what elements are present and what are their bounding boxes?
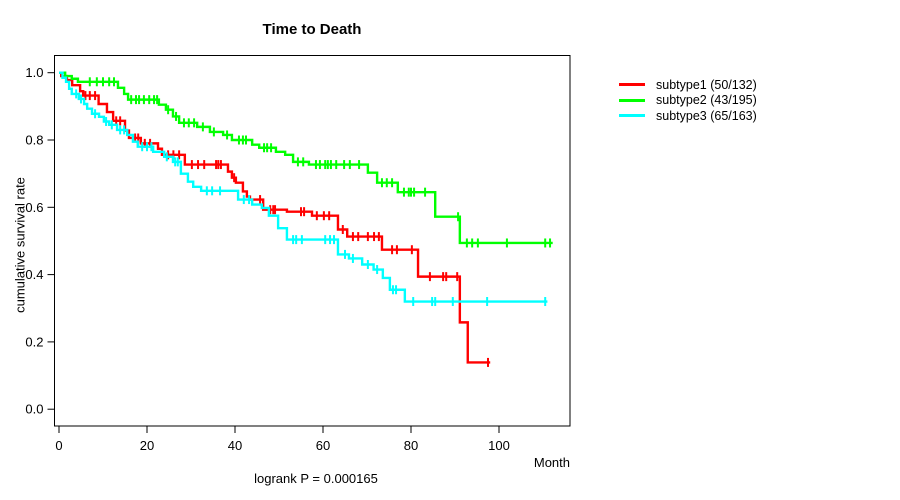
y-tick-label: 0.6 [25,200,43,215]
x-tick-label: 0 [55,438,62,453]
x-tick-label: 20 [140,438,154,453]
legend-label-subtype2: subtype2 (43/195) [656,93,757,108]
y-tick-label: 0.2 [25,334,43,349]
x-tick-label: 60 [316,438,330,453]
y-tick-label: 0.8 [25,133,43,148]
plot-box [54,55,571,427]
x-axis-title: Month [533,455,570,470]
survival-curve-subtype3 [59,71,548,307]
legend-line-subtype3-icon [619,114,645,118]
logrank-annotation: logrank P = 0.000165 [254,471,378,486]
survival-curve-subtype2 [59,71,553,248]
legend-label-subtype1: subtype1 (50/132) [656,77,757,92]
legend-item-subtype3: subtype3 (65/163) [619,108,757,124]
chart-title: Time to Death [262,21,362,38]
x-tick-label: 100 [488,438,510,453]
y-axis-title: cumulative survival rate [12,177,28,313]
legend-item-subtype1: subtype1 (50/132) [619,77,757,93]
km-step-line-subtype1 [59,71,491,364]
legend-item-subtype2: subtype2 (43/195) [619,93,757,109]
x-axis: 0 20 40 60 80 100 [55,426,510,453]
legend-label-subtype3: subtype3 (65/163) [656,108,757,123]
y-tick-label: 0.4 [25,267,43,282]
km-step-line-subtype2 [59,71,553,245]
y-tick-label: 0.0 [25,402,43,417]
survival-curve-subtype1 [59,71,491,367]
y-tick-label: 1.0 [25,65,43,80]
y-axis: 0.0 0.2 0.4 0.6 0.8 1.0 [25,65,55,417]
x-tick-label: 80 [404,438,418,453]
km-step-line-subtype3 [59,71,548,303]
legend-line-subtype1-icon [619,83,645,87]
legend-line-subtype2-icon [619,98,645,102]
x-tick-label: 40 [228,438,242,453]
legend: subtype1 (50/132) subtype2 (43/195) subt… [619,77,757,124]
